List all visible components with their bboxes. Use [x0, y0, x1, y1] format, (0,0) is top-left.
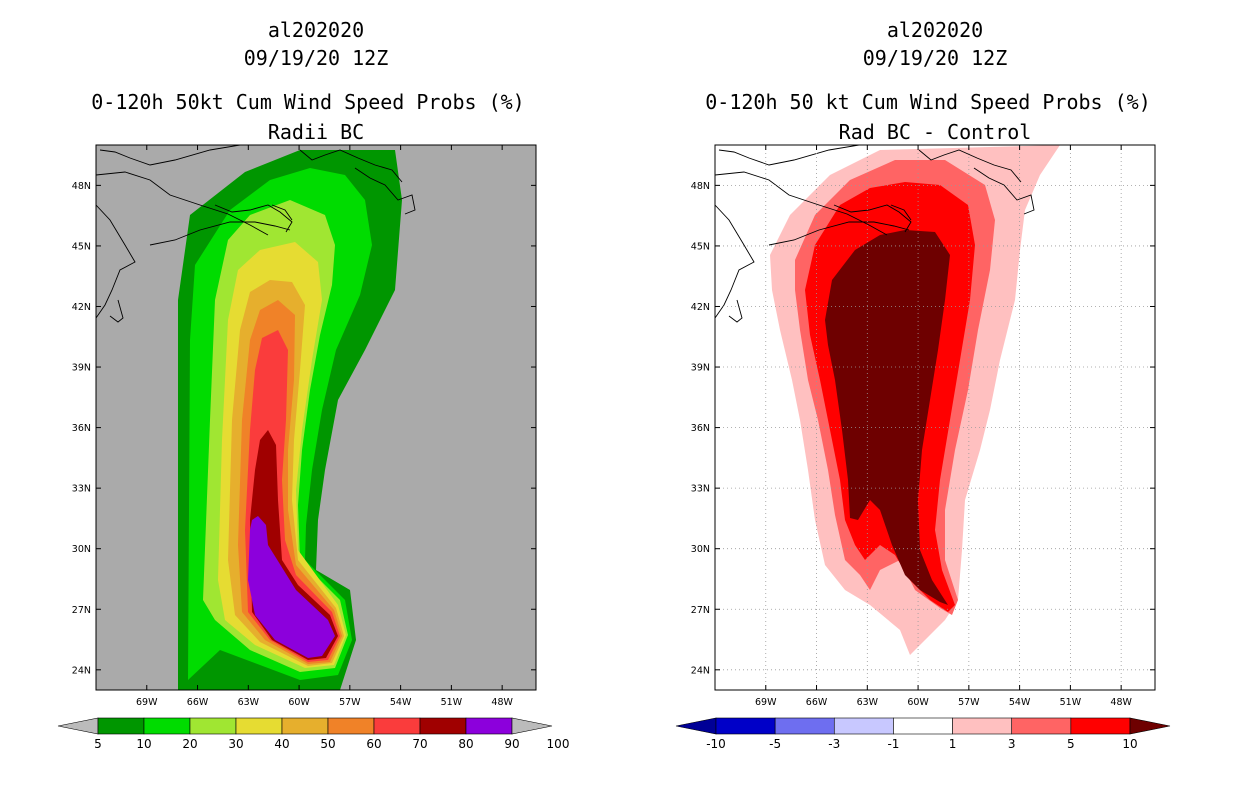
colorbar-label: -3 [828, 737, 840, 751]
right-colorbar: -10 -5 -3 -1 1 3 5 10 [675, 717, 1171, 751]
colorbar-swatch [1011, 717, 1072, 735]
lon-tick-label: 60W [907, 697, 929, 708]
lat-tick-label: 36N [72, 423, 91, 434]
left-coastline [96, 145, 416, 323]
colorbar-label: 5 [1067, 737, 1075, 751]
colorbar-swatch [952, 717, 1013, 735]
lat-tick-label: 27N [72, 605, 91, 616]
lon-tick-label: 63W [238, 697, 260, 708]
lon-tick-label: 51W [441, 697, 463, 708]
colorbar-min-arrow [675, 717, 717, 735]
colorbar-swatch [465, 717, 513, 735]
left-chart-title: 0-120h 50kt Cum Wind Speed Probs (%) [91, 90, 525, 114]
left-colorbar: 5 10 20 30 40 50 60 70 80 90 100 [57, 717, 570, 751]
lon-tick-label: 48W [1110, 697, 1132, 708]
lat-tick-label: 45N [691, 241, 710, 252]
right-map-panel: 69W 66W 63W 60W 57W 54W 51W 48W 24N 27N 30N 33N 36N 3… [691, 144, 1156, 708]
lon-tick-label: 66W [806, 697, 828, 708]
right-coastline [715, 145, 1035, 323]
lon-tick-label: 63W [857, 697, 879, 708]
lon-tick-label: 66W [187, 697, 209, 708]
lat-tick-label: 30N [72, 544, 91, 555]
colorbar-label: 70 [412, 737, 427, 751]
lat-tick-label: 39N [72, 363, 91, 374]
lon-tick-label: 69W [136, 697, 158, 708]
colorbar-label: 1 [949, 737, 957, 751]
lon-tick-label: 51W [1060, 697, 1082, 708]
lat-tick-label: 42N [72, 302, 91, 313]
lat-tick-label: 24N [72, 665, 91, 676]
lat-tick-label: 33N [691, 484, 710, 495]
lon-tick-label: 48W [491, 697, 513, 708]
lat-tick-label: 39N [691, 363, 710, 374]
left-chart-subtitle: Radii BC [267, 120, 365, 144]
colorbar-label: -10 [706, 737, 726, 751]
colorbar-swatch [1070, 717, 1131, 735]
right-gridlines [715, 145, 1155, 690]
lon-tick-label: 57W [339, 697, 361, 708]
left-datetime: 09/19/20 12Z [243, 46, 389, 70]
lat-tick-label: 33N [72, 484, 91, 495]
colorbar-swatch [774, 717, 835, 735]
colorbar-label: 10 [1122, 737, 1137, 751]
lat-tick-label: 27N [691, 605, 710, 616]
colorbar-label: 90 [504, 737, 519, 751]
colorbar-label: 20 [182, 737, 197, 751]
colorbar-label: 5 [94, 737, 102, 751]
lon-tick-label: 57W [958, 697, 980, 708]
lat-tick-label: 36N [691, 423, 710, 434]
colorbar-swatch [893, 717, 953, 735]
colorbar-label: -1 [887, 737, 899, 751]
colorbar-swatch [373, 717, 421, 735]
lon-tick-label: 54W [1009, 697, 1031, 708]
left-storm-id: al202020 [267, 18, 365, 42]
colorbar-swatch [97, 717, 145, 735]
left-map-frame [95, 144, 537, 691]
lon-tick-label: 54W [390, 697, 412, 708]
right-datetime: 09/19/20 12Z [862, 46, 1008, 70]
colorbar-swatch [419, 717, 467, 735]
left-axis-ticks: 69W 66W 63W 60W 57W 54W 51W 48W 24N 27N 30N 33N 36N 3… [72, 145, 536, 708]
colorbar-swatch [235, 717, 283, 735]
colorbar-label: -5 [769, 737, 781, 751]
right-axis-ticks: 69W 66W 63W 60W 57W 54W 51W 48W 24N 27N 30N 33N 36N 3… [691, 145, 1155, 708]
right-chart-subtitle: Rad BC - Control [838, 120, 1032, 144]
colorbar-label: 100 [547, 737, 570, 751]
right-contour-10 [825, 230, 950, 605]
colorbar-label: 60 [366, 737, 381, 751]
colorbar-swatch [189, 717, 237, 735]
colorbar-swatch [281, 717, 329, 735]
colorbar-swatch [143, 717, 191, 735]
colorbar-max-arrow [1129, 717, 1171, 735]
lat-tick-label: 30N [691, 544, 710, 555]
colorbar-swatch [833, 717, 894, 735]
colorbar-min-arrow [57, 717, 99, 735]
colorbar-label: 80 [458, 737, 473, 751]
colorbar-swatch [715, 717, 776, 735]
lat-tick-label: 24N [691, 665, 710, 676]
colorbar-label: 3 [1008, 737, 1016, 751]
left-contour-90 [248, 516, 335, 658]
colorbar-max-arrow [511, 717, 553, 735]
lat-tick-label: 48N [72, 181, 91, 192]
colorbar-label: 50 [320, 737, 335, 751]
colorbar-label: 30 [228, 737, 243, 751]
left-map-panel: 69W 66W 63W 60W 57W 54W 51W 48W 24N 27N 30N 33N 36N 3… [72, 144, 537, 708]
lon-tick-label: 69W [755, 697, 777, 708]
colorbar-swatch [327, 717, 375, 735]
right-map-frame [714, 144, 1156, 691]
lat-tick-label: 42N [691, 302, 710, 313]
right-chart-title: 0-120h 50 kt Cum Wind Speed Probs (%) [705, 90, 1151, 114]
lat-tick-label: 45N [72, 241, 91, 252]
colorbar-label: 40 [274, 737, 289, 751]
lon-tick-label: 60W [288, 697, 310, 708]
right-storm-id: al202020 [886, 18, 984, 42]
colorbar-label: 10 [136, 737, 151, 751]
lat-tick-label: 48N [691, 181, 710, 192]
